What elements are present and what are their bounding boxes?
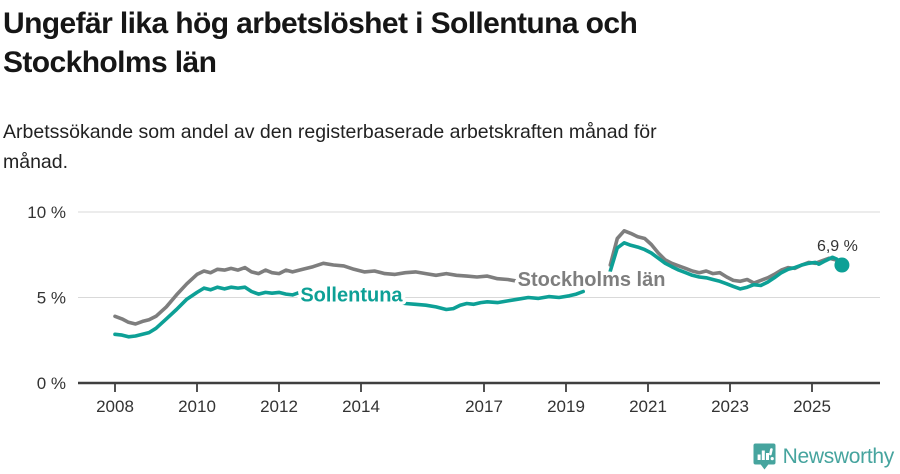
newsworthy-logo[interactable]: Newsworthy [753,443,894,470]
y-tick-label-10: 10 % [27,203,66,222]
x-tick-label-2019: 2019 [547,397,585,416]
x-tick-label-2025: 2025 [793,397,831,416]
x-tick-label-2017: 2017 [465,397,503,416]
series-label-sollentuna: Sollentuna [300,284,403,306]
subtitle-line-1: Arbetssökande som andel av den registerb… [3,121,657,143]
newsworthy-bubble-barchart-icon [753,443,776,470]
title-line-1: Ungefär lika hög arbetslöshet i Sollentu… [3,7,638,40]
series-line-sollentuna-seg1 [113,285,586,339]
x-tick-label-2012: 2012 [260,397,298,416]
x-tick-label-2008: 2008 [96,397,134,416]
chart-subtitle: Arbetssökande som andel av den registerb… [3,117,657,177]
brand-name: Newsworthy [782,444,895,468]
y-tick-label-0: 0 % [37,374,66,393]
x-tick-label-2021: 2021 [629,397,667,416]
end-value-annotation: 6,9 % [817,238,858,255]
series-label-stockholms-län: Stockholms län [518,269,666,291]
subtitle-line-2: månad. [3,151,69,173]
x-tick-label-2023: 2023 [711,397,749,416]
end-dot-sollentuna [834,257,850,273]
x-tick-label-2014: 2014 [342,397,380,416]
page-title: Ungefär lika hög arbetslöshet i Sollentu… [3,4,638,82]
x-tick-label-2010: 2010 [178,397,216,416]
title-line-2: Stockholms län [3,46,217,79]
y-tick-label-5: 5 % [37,289,66,308]
series-line-stockholms-län-seg1 [113,261,582,326]
series-line-sollentuna-seg2 [608,241,844,291]
